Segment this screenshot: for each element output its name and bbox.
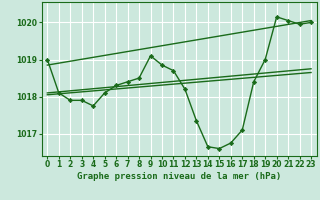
X-axis label: Graphe pression niveau de la mer (hPa): Graphe pression niveau de la mer (hPa)	[77, 172, 281, 181]
